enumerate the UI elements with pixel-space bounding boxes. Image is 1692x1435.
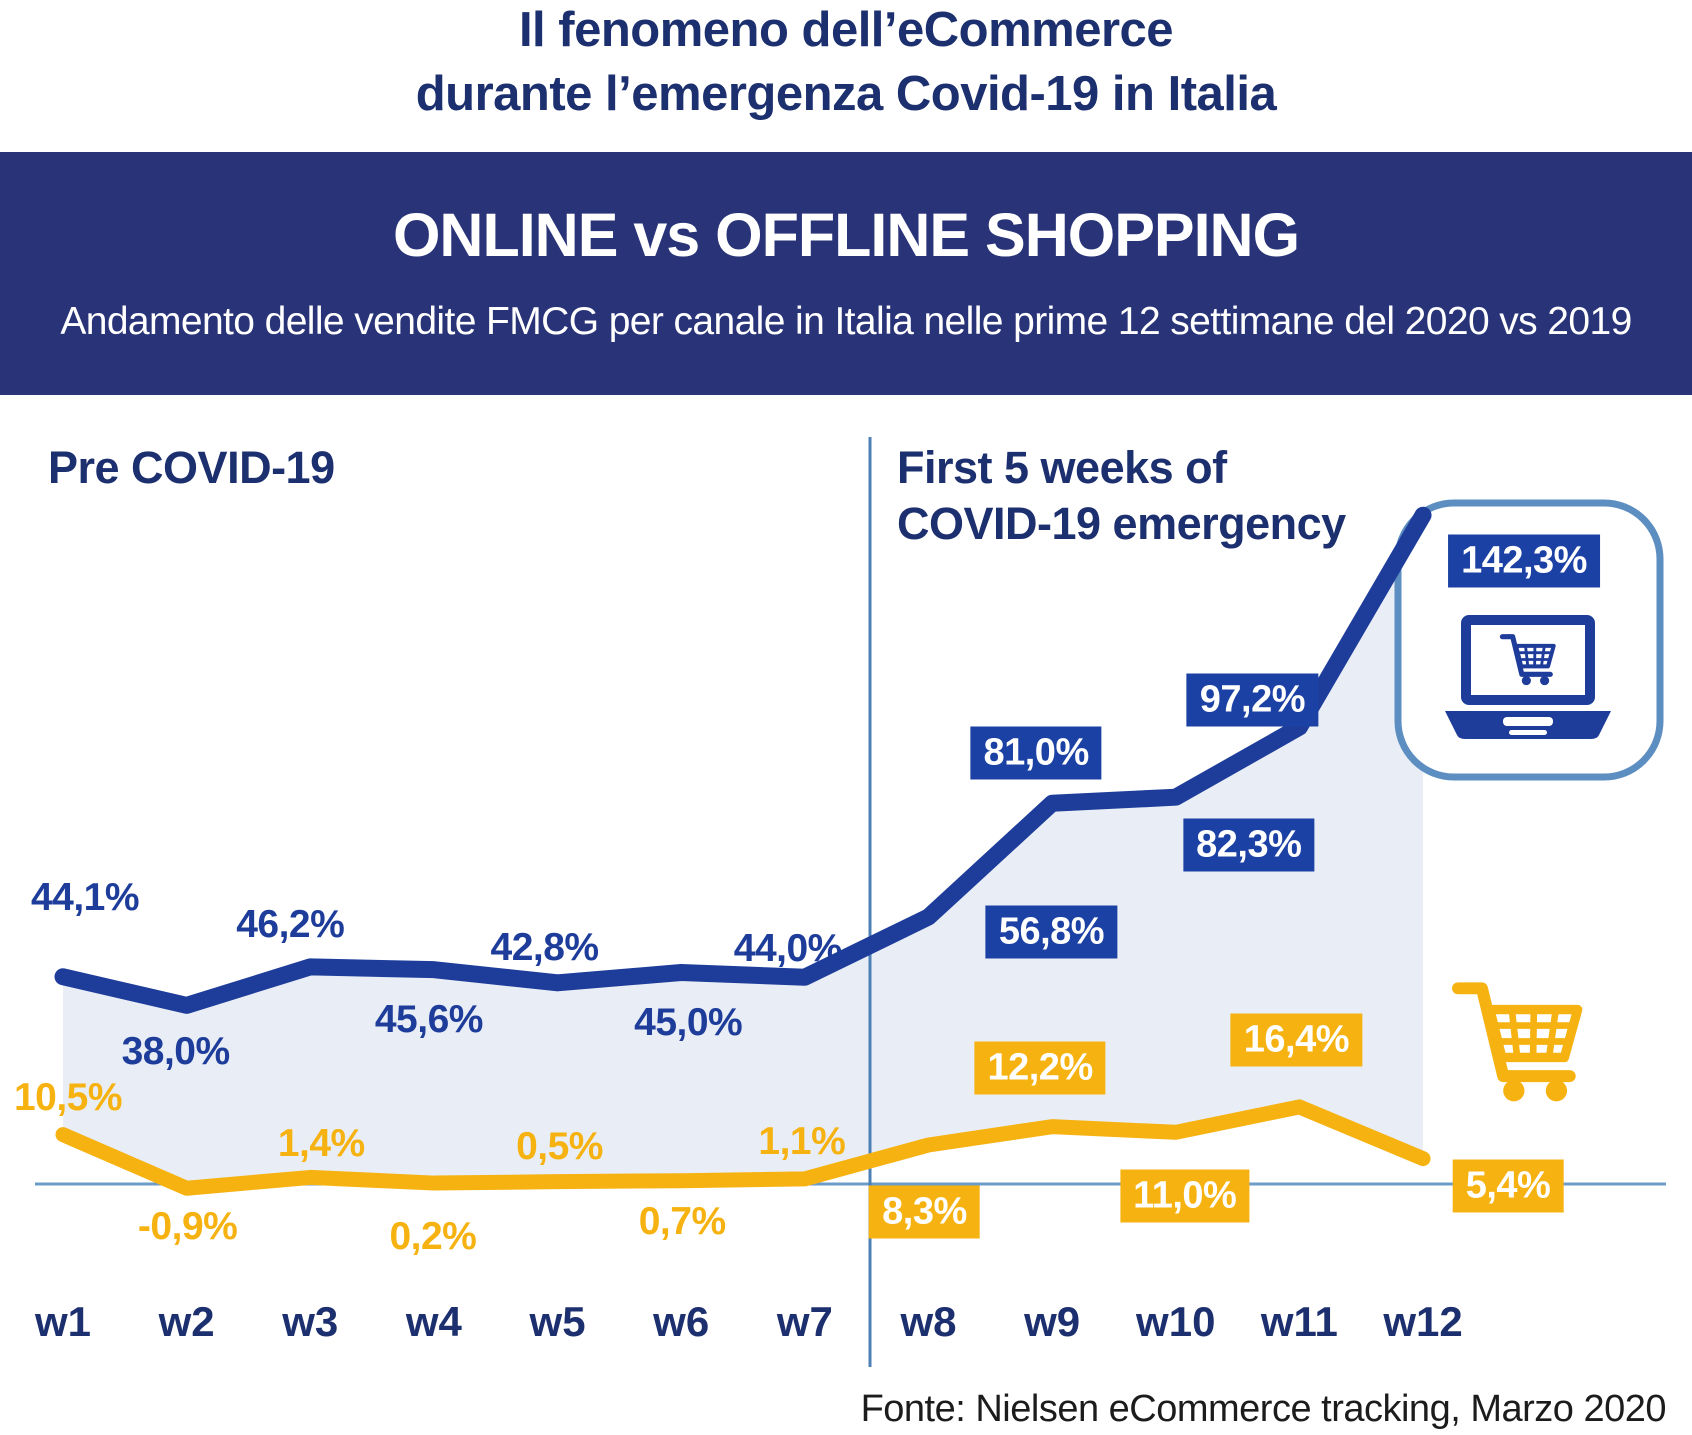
area-fill <box>63 515 1424 1189</box>
page-title-line1: Il fenomeno dell’eCommerce <box>518 3 1174 57</box>
laptop-shopping-cart-icon <box>1445 615 1611 739</box>
area-fill-layer <box>63 515 1424 1189</box>
banner-title: ONLINE vs OFFLINE SHOPPING <box>392 201 1300 269</box>
banner: ONLINE vs OFFLINE SHOPPING Andamento del… <box>0 152 1692 395</box>
online-line <box>54 506 1432 1014</box>
covid-emergency-label: First 5 weeks of COVID-19 emergency <box>897 440 1346 552</box>
source-credit: Fonte: Nielsen eCommerce tracking, Marzo… <box>860 1388 1667 1430</box>
offline-line <box>55 1099 1431 1196</box>
series-lines-layer <box>54 506 1432 1196</box>
banner-subtitle: Andamento delle vendite FMCG per canale … <box>60 300 1632 343</box>
covid-emergency-label-line1: First 5 weeks of <box>897 442 1227 493</box>
page-title-line2: durante l’emergenza Covid-19 in Italia <box>415 67 1277 121</box>
pre-covid-label: Pre COVID-19 <box>48 442 335 493</box>
covid-emergency-label-line2: COVID-19 emergency <box>897 498 1346 549</box>
shopping-cart-icon <box>1458 988 1578 1101</box>
